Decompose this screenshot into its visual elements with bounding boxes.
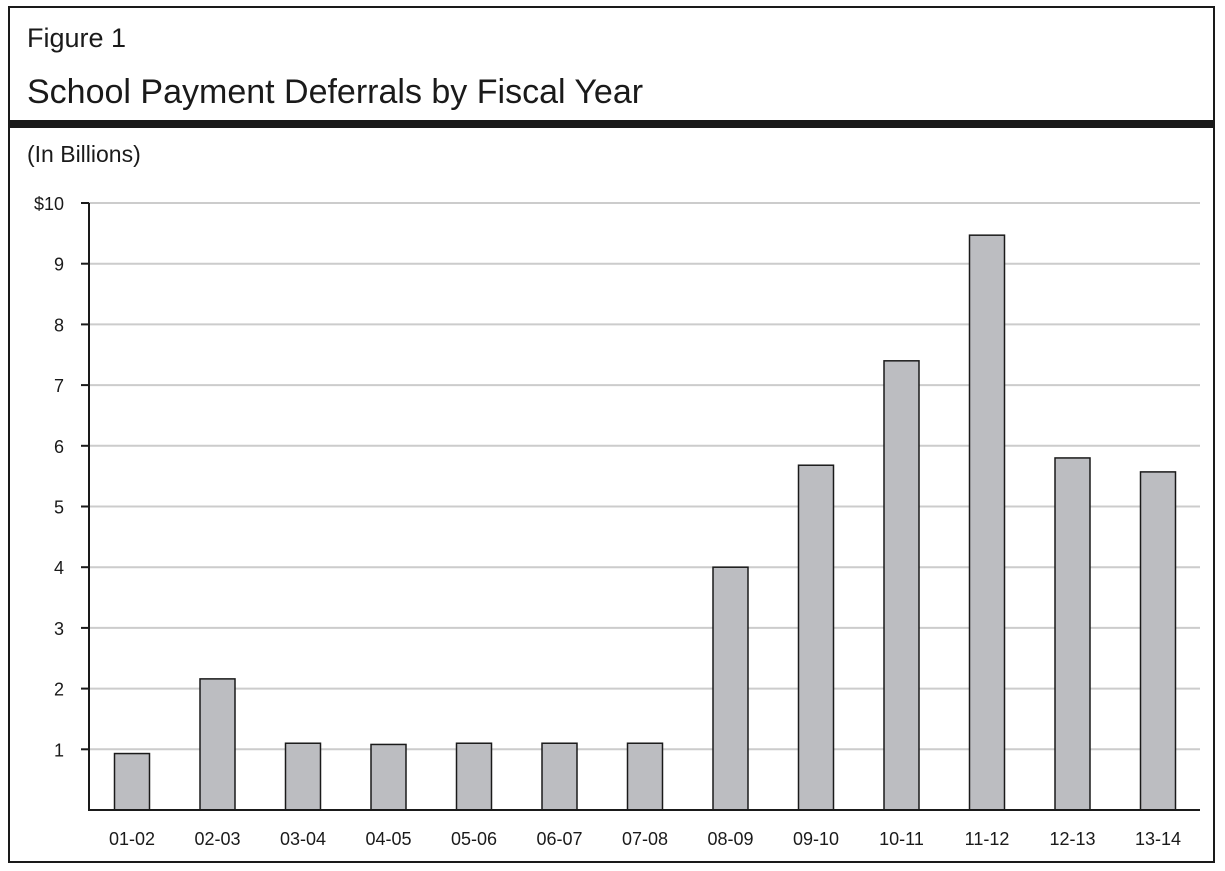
bar-04-05 <box>370 743 407 811</box>
bar-08-09 <box>712 566 749 811</box>
y-tick-labels: 1 2 3 4 5 6 7 8 9 $10 <box>34 194 64 760</box>
x-tick-label: 05-06 <box>451 829 497 849</box>
y-axis-ticks <box>81 202 89 751</box>
title-divider <box>8 120 1215 128</box>
y-tick-label: 7 <box>54 376 64 396</box>
x-tick-label: 04-05 <box>365 829 411 849</box>
bar-12-13 <box>1054 457 1091 811</box>
y-tick-label: 5 <box>54 498 64 518</box>
x-tick-label: 12-13 <box>1049 829 1095 849</box>
x-tick-label: 03-04 <box>280 829 326 849</box>
x-tick-label: 06-07 <box>536 829 582 849</box>
x-tick-label: 11-12 <box>965 829 1010 849</box>
units-label: (In Billions) <box>27 141 141 167</box>
y-tick-label: $10 <box>34 194 64 214</box>
y-tick-label: 6 <box>54 437 64 457</box>
y-tick-label: 1 <box>54 740 64 760</box>
bar-11-12 <box>968 234 1006 811</box>
figure-label: Figure 1 <box>27 23 127 53</box>
x-tick-label: 10-11 <box>879 829 924 849</box>
x-tick-label: 07-08 <box>622 829 668 849</box>
bar-07-08 <box>626 742 664 811</box>
gridlines <box>89 202 1200 751</box>
bars <box>113 234 1177 811</box>
x-tick-label: 01-02 <box>109 829 155 849</box>
bar-09-10 <box>797 464 835 811</box>
bar-02-03 <box>199 678 236 811</box>
y-tick-label: 4 <box>54 558 64 578</box>
x-tick-label: 09-10 <box>793 829 839 849</box>
y-tick-label: 2 <box>54 680 64 700</box>
bar-13-14 <box>1139 471 1177 811</box>
y-tick-label: 8 <box>54 315 64 335</box>
x-tick-label: 02-03 <box>194 829 240 849</box>
x-tick-label: 13-14 <box>1135 829 1181 849</box>
x-tick-label: 08-09 <box>707 829 753 849</box>
bar-05-06 <box>455 742 493 811</box>
y-tick-label: 3 <box>54 619 64 639</box>
bar-10-11 <box>883 360 920 811</box>
bar-06-07 <box>541 742 578 811</box>
axes <box>88 203 1200 811</box>
bar-03-04 <box>284 742 322 811</box>
y-tick-label: 9 <box>54 255 64 275</box>
x-tick-labels: 01-02 02-03 03-04 04-05 05-06 06-07 07-08 08-09… <box>109 829 1181 849</box>
figure-title: School Payment Deferrals by Fiscal Year <box>27 73 644 111</box>
bar-01-02 <box>113 752 151 811</box>
